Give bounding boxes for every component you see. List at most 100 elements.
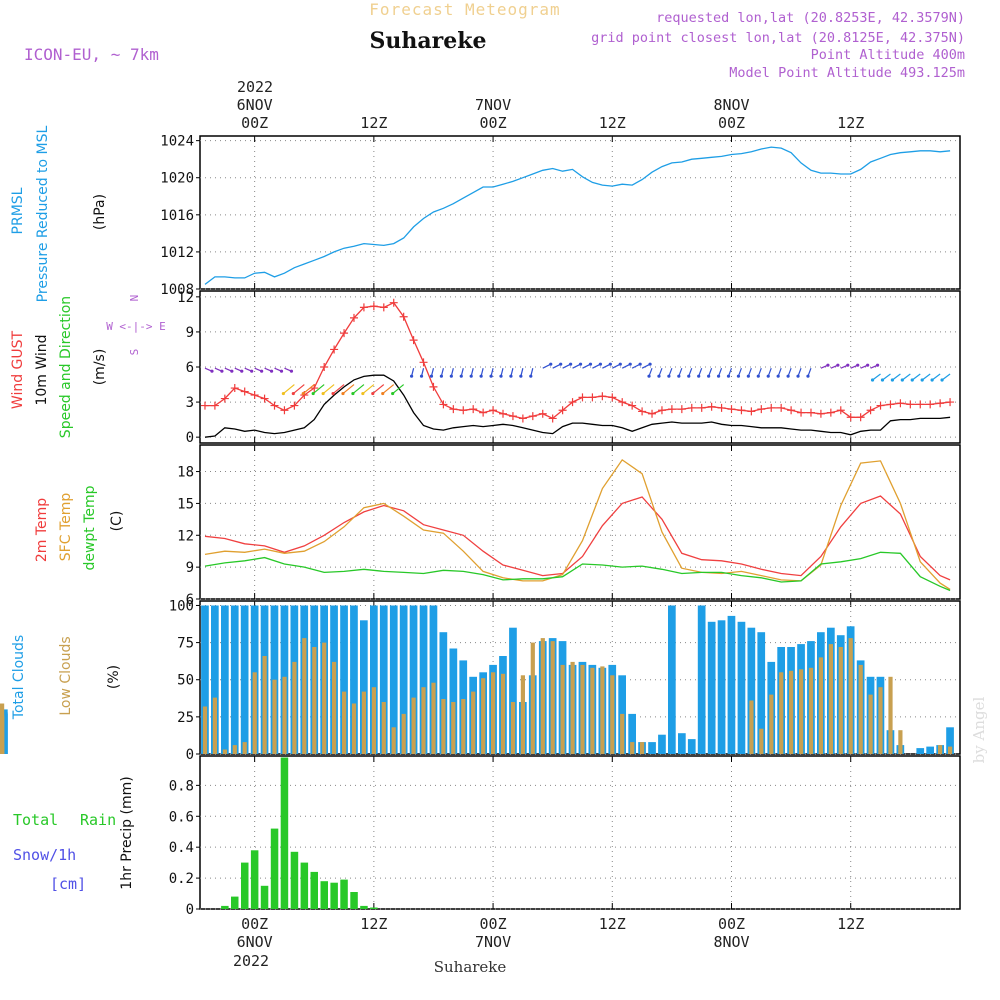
low-cloud-bar [471,691,476,754]
wind-arrow-head [628,362,632,366]
gust-marker [359,303,368,312]
low-clouds-label: Low Clouds [58,636,74,715]
wind-arrow-head [707,374,711,378]
rain-bar [290,851,299,909]
low-cloud-bar [630,742,635,754]
wind-gust-label: Wind GUST [10,330,26,409]
total-cloud-bar [668,605,676,754]
c-unit-label: (C) [109,511,125,532]
total-cloud-bar [370,605,378,754]
y-tick-label: 75 [177,636,194,652]
y-tick-label: 1008 [160,282,194,298]
low-cloud-bar [491,672,496,754]
top-time-label: 00Z [718,114,745,132]
temp-2m-label: 2m Temp [34,498,50,562]
top-time-label: 12Z [360,114,387,132]
wind-direction-arrow [342,384,355,395]
low-cloud-bar [421,687,426,754]
wind-arrow-head [746,374,750,378]
wind-arrow-head [230,369,234,373]
gust-marker [508,412,517,421]
wind-arrow-head [940,378,944,382]
wind-arrow-head [311,391,315,396]
top-year-label: 2022 [237,78,273,96]
rain-bar [280,757,289,909]
wind-direction-arrow [302,384,315,395]
wind-10m-label: 10m Wind [34,334,50,405]
wind-arrow-head [736,374,741,378]
bottom-time-label: 00Z [241,915,268,933]
title-top: Forecast Meteogram [369,0,560,19]
rain-bar [250,850,259,909]
bottom-time-label: 00Z [718,915,745,933]
rain-bar [231,896,239,909]
requested-lonlat: requested lon,lat (20.8253E, 42.3579N) [656,10,965,26]
wind-arrow-head [588,362,593,366]
low-cloud-bar [530,642,535,754]
total-cloud-bar [449,648,458,754]
total-cloud-bar [340,605,348,754]
series-line [204,495,951,581]
total-cloud-bar [350,605,358,754]
low-cloud-bar [610,675,615,754]
gust-marker [608,393,617,402]
total-cloud-bar [360,620,368,754]
top-date-label: 7NOV [475,96,511,114]
wind-direction-arrow [872,373,881,381]
gust-marker [578,393,587,402]
pressure-panel-labels: PRMSL Pressure Reduced to MSL (hPa) [10,125,108,302]
gust-marker [598,392,607,401]
gust-marker [310,384,319,393]
gust-marker [320,363,329,371]
low-cloud-bar [590,667,595,754]
gust-marker [330,345,339,354]
gust-marker [568,398,577,407]
rain-bar [330,882,338,909]
wind-arrow-head [880,378,885,382]
gust-marker [836,406,845,415]
wind-arrow-head [279,369,284,373]
low-cloud-bar [520,675,525,754]
total-cloud-bar [757,632,766,754]
total-cloud-bar [648,742,656,754]
snow-label: Snow/1h [13,846,76,864]
low-cloud-bar [828,644,833,754]
low-cloud-bar [441,699,446,754]
bottom-location: Suhareke [434,958,507,976]
low-cloud-bar [580,664,585,754]
gust-marker [280,406,289,415]
wind-arrow-head [529,374,533,378]
gust-marker [737,406,746,415]
gust-marker [409,336,418,345]
total-cloud-bar [379,605,388,754]
temp-panel-labels: 2m Temp SFC Temp dewpt Temp (C) [34,485,125,570]
total-cloud-bar [419,605,428,754]
total-cloud-bar [628,713,636,754]
low-cloud-bar [948,746,953,754]
rain-bar [241,862,249,909]
wind-direction-arrow [901,373,911,381]
y-tick-label: 0.6 [169,809,194,825]
prmsl-label: PRMSL [10,187,26,234]
low-cloud-bar [500,673,506,754]
panel-frame [199,444,961,600]
wind-arrow-head [509,374,513,378]
location-title: Suhareke [370,28,487,54]
low-cloud-bar [401,713,406,754]
wind-arrow-head [890,378,894,382]
y-tick-label: 15 [177,496,194,512]
gust-marker [250,391,259,400]
low-cloud-bar [242,742,247,754]
wind-arrow-head [321,391,325,396]
wind-arrow-head [351,391,355,396]
wind-arrow-head [826,363,830,367]
total-cloud-bar [211,605,219,754]
total-cloud-bar [429,605,438,754]
low-cloud-bar [212,697,217,754]
gust-marker [906,400,915,409]
total-cloud-bar [916,748,925,754]
y-tick-label: 12 [177,528,194,544]
low-cloud-bar [332,661,337,754]
series-line [205,301,951,420]
